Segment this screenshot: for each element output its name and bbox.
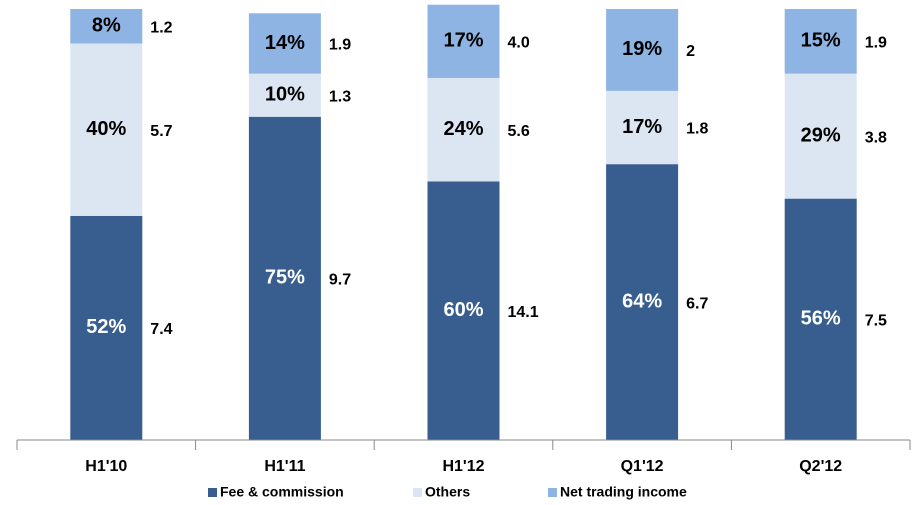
legend-swatch xyxy=(548,488,557,497)
bar-segment xyxy=(248,116,321,440)
amount-label: 1.2 xyxy=(150,19,172,36)
bar-segment xyxy=(248,73,321,117)
bar-segment xyxy=(606,164,679,440)
x-tick-label: Q2'12 xyxy=(799,458,842,475)
bar-segment xyxy=(70,43,143,216)
bar-segment xyxy=(427,4,500,78)
percent-label: 60% xyxy=(443,299,483,321)
amount-label: 4.0 xyxy=(508,35,530,52)
legend-label: Others xyxy=(425,484,470,500)
bar-segment xyxy=(606,9,679,91)
amount-label: 1.3 xyxy=(329,88,351,105)
x-tick-label: H1'11 xyxy=(264,458,305,475)
amount-label: 2 xyxy=(686,43,695,60)
bar-segment xyxy=(784,73,857,199)
x-tick-label: H1'10 xyxy=(85,458,127,475)
x-tick-label: H1'12 xyxy=(442,458,484,475)
percent-label: 56% xyxy=(801,308,841,330)
bar-segment xyxy=(784,198,857,440)
percent-label: 17% xyxy=(443,30,483,52)
bar-segment xyxy=(784,9,857,74)
bar-segment xyxy=(427,77,500,182)
amount-label: 3.8 xyxy=(865,129,887,146)
legend-swatch xyxy=(208,488,217,497)
bar-segment xyxy=(70,215,143,440)
bar-segment xyxy=(427,181,500,440)
amount-label: 1.9 xyxy=(865,35,887,52)
amount-label: 1.8 xyxy=(686,121,708,138)
amount-label: 5.6 xyxy=(508,123,530,140)
percent-label: 17% xyxy=(622,116,662,138)
percent-label: 10% xyxy=(265,83,305,105)
legend-label: Fee & commission xyxy=(220,484,344,500)
legend-swatch xyxy=(413,488,422,497)
amount-label: 5.7 xyxy=(150,123,172,140)
bar-segment xyxy=(70,9,143,44)
percent-label: 8% xyxy=(92,15,121,37)
amount-label: 9.7 xyxy=(329,272,351,289)
percent-label: 40% xyxy=(86,118,126,140)
x-tick-label: Q1'12 xyxy=(621,458,664,475)
percent-label: 14% xyxy=(265,32,305,54)
amount-label: 7.5 xyxy=(865,313,887,330)
amount-label: 14.1 xyxy=(508,304,539,321)
percent-label: 29% xyxy=(801,124,841,146)
amount-label: 7.4 xyxy=(150,321,172,338)
percent-label: 52% xyxy=(86,316,126,338)
bar-segment xyxy=(606,90,679,165)
amount-label: 6.7 xyxy=(686,295,708,312)
percent-label: 75% xyxy=(265,267,305,289)
percent-label: 19% xyxy=(622,38,662,60)
percent-label: 15% xyxy=(801,30,841,52)
legend-label: Net trading income xyxy=(560,484,687,500)
percent-label: 64% xyxy=(622,290,662,312)
bar-segment xyxy=(248,13,321,74)
percent-label: 24% xyxy=(443,118,483,140)
amount-label: 1.9 xyxy=(329,37,351,54)
